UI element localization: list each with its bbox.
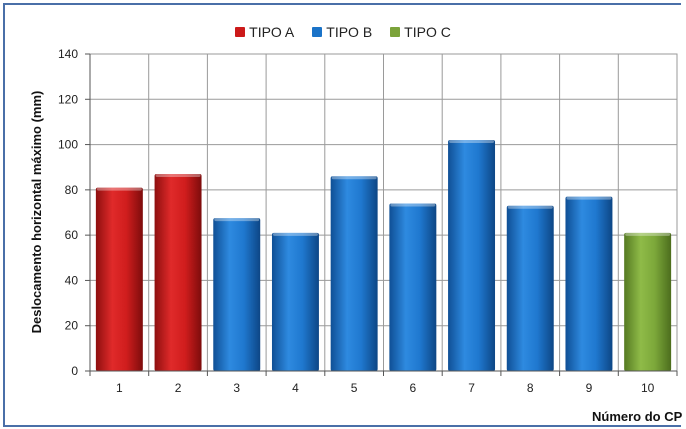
bar-6 <box>389 203 437 371</box>
legend-swatch-tipo-b <box>312 27 323 37</box>
x-tick-label: 1 <box>116 381 123 395</box>
y-tick-label: 140 <box>58 47 78 61</box>
bar-cap-3 <box>214 218 260 222</box>
bar-cap-6 <box>390 203 436 207</box>
legend-swatch-tipo-a <box>235 27 246 37</box>
x-axis-label: Número do CP <box>592 409 683 424</box>
x-tick-label: 9 <box>586 381 593 395</box>
axes: 0 20 40 60 80 100 120 140 1 2 3 4 5 6 7 8 9 10 <box>58 47 678 395</box>
y-tick-label: 60 <box>65 228 79 242</box>
bar-cap-1 <box>96 187 142 191</box>
y-tick-label: 20 <box>65 319 79 333</box>
chart-legend: TIPO A TIPO B TIPO C <box>0 24 686 40</box>
bar-2 <box>154 174 202 371</box>
x-tick-label: 2 <box>175 381 182 395</box>
x-tick-label: 10 <box>641 381 655 395</box>
x-tick-label: 6 <box>410 381 417 395</box>
bar-cap-7 <box>449 140 495 144</box>
x-tick-label: 5 <box>351 381 358 395</box>
bar-cap-10 <box>625 232 671 236</box>
legend-item-tipo-c: TIPO C <box>390 24 451 40</box>
x-tick-label: 7 <box>468 381 475 395</box>
bar-10 <box>624 232 672 371</box>
bar-cap-5 <box>331 176 377 180</box>
bars <box>95 140 672 371</box>
legend-item-tipo-a: TIPO A <box>235 24 294 40</box>
x-tick-label: 4 <box>292 381 299 395</box>
x-tick-label: 8 <box>527 381 534 395</box>
bar-9 <box>565 196 613 371</box>
bar-8 <box>506 205 554 371</box>
bar-cap-8 <box>507 205 553 209</box>
y-tick-label: 80 <box>65 183 79 197</box>
y-tick-label: 0 <box>71 364 78 378</box>
bar-4 <box>271 232 319 371</box>
y-tick-label: 120 <box>58 92 78 106</box>
bar-1 <box>95 187 143 371</box>
legend-label-tipo-c: TIPO C <box>404 24 451 40</box>
bar-cap-4 <box>272 232 318 236</box>
bar-cap-2 <box>155 174 201 178</box>
bar-7 <box>448 140 496 371</box>
bar-3 <box>213 218 261 371</box>
y-axis-label: Deslocamento horizontal máximo (mm) <box>29 91 44 334</box>
legend-item-tipo-b: TIPO B <box>312 24 372 40</box>
bar-cap-9 <box>566 196 612 200</box>
legend-label-tipo-a: TIPO A <box>249 24 295 40</box>
y-tick-label: 100 <box>58 138 78 152</box>
legend-label-tipo-b: TIPO B <box>326 24 373 40</box>
bar-5 <box>330 176 378 371</box>
y-tick-label: 40 <box>65 273 79 287</box>
legend-swatch-tipo-c <box>390 27 401 37</box>
x-tick-label: 3 <box>233 381 240 395</box>
